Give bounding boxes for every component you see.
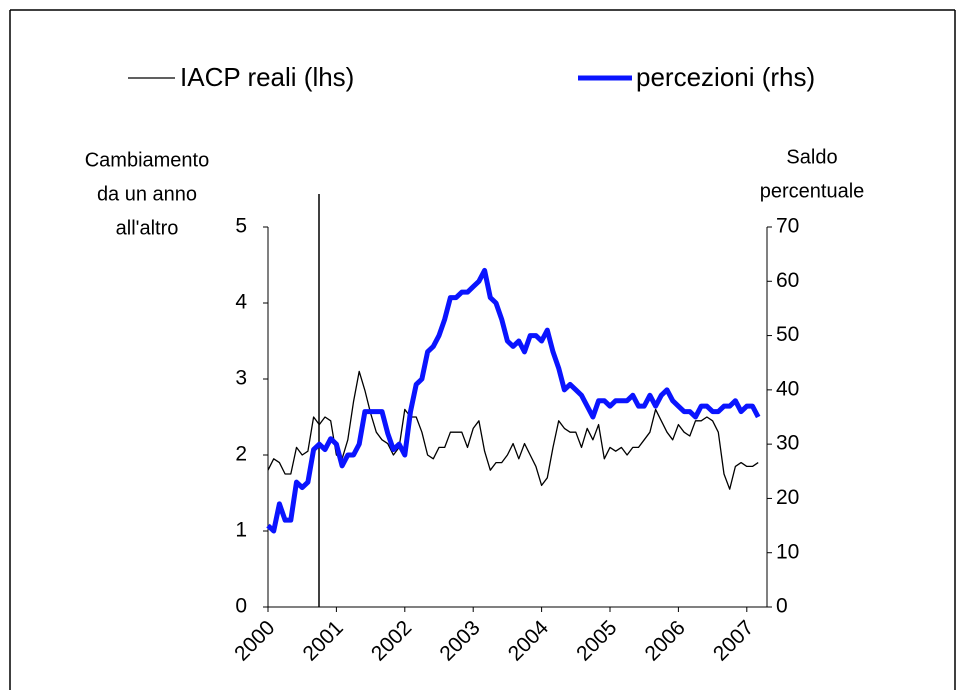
x-tick-label: 2005 [572, 616, 621, 665]
y2-tick-label: 70 [776, 215, 799, 238]
y2-tick-label: 60 [776, 269, 799, 292]
x-tick-label: 2003 [435, 616, 484, 665]
x-tick-label: 2004 [504, 616, 554, 666]
x-tick-label: 2000 [230, 616, 279, 665]
x-tick-label: 2006 [641, 616, 690, 665]
y2-tick-label: 30 [776, 432, 799, 455]
series-line [267, 370, 759, 490]
legend-label: percezioni (rhs) [636, 62, 815, 92]
x-tick-label: 2001 [299, 616, 348, 665]
y-tick-label: 1 [235, 519, 247, 542]
y2-tick-label: 40 [776, 377, 799, 400]
x-tick-label: 2007 [709, 616, 758, 665]
y-tick-label: 4 [235, 291, 247, 314]
y-tick-label: 2 [235, 443, 247, 466]
y2-tick-label: 50 [776, 323, 799, 346]
y2-tick-label: 10 [776, 540, 799, 563]
x-tick-label: 2002 [367, 616, 416, 665]
y2-axis-label: percentuale [760, 180, 865, 202]
y2-tick-label: 20 [776, 486, 799, 509]
legend-label: IACP reali (lhs) [180, 62, 354, 92]
y2-tick-label: 0 [776, 595, 788, 618]
y-tick-label: 3 [235, 367, 247, 390]
y2-axis-label: Saldo [786, 146, 837, 168]
y-axis-label: da un anno [97, 183, 197, 205]
y-axis-label: all'altro [116, 217, 179, 239]
y-tick-label: 5 [235, 215, 247, 238]
y-axis-label: Cambiamento [85, 149, 210, 171]
series-line [266, 267, 761, 534]
y-tick-label: 0 [235, 595, 247, 618]
